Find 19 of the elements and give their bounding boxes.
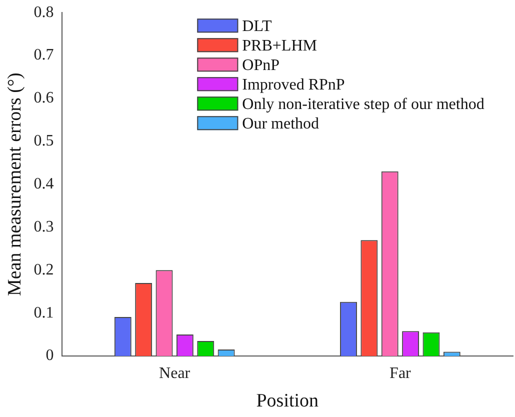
x-axis-title: Position <box>256 390 320 412</box>
y-tick-label: 0.3 <box>34 218 54 236</box>
legend-label: OPnP <box>242 56 280 74</box>
legend-label: Only non-iterative step of our method <box>242 96 484 113</box>
x-tick-label: Near <box>159 364 191 382</box>
legend-label: PRB+LHM <box>242 37 317 54</box>
y-tick-label: 0.7 <box>34 46 54 64</box>
legend-label: Improved RPnP <box>242 76 345 94</box>
y-tick-label: 0.8 <box>34 4 54 21</box>
x-tick-label: Far <box>390 364 412 382</box>
y-tick-label: 0 <box>46 347 54 364</box>
y-tick-label: 0.6 <box>34 90 54 107</box>
y-tick-label: 0.4 <box>34 176 54 193</box>
y-tick-label: 0.2 <box>34 261 54 278</box>
y-axis-title: Mean measurement errors (°) <box>4 72 26 296</box>
y-tick-label: 0.5 <box>34 132 54 150</box>
legend-label: Our method <box>242 115 320 132</box>
y-tick-label: 0.1 <box>34 304 54 322</box>
legend-label: DLT <box>242 18 272 35</box>
